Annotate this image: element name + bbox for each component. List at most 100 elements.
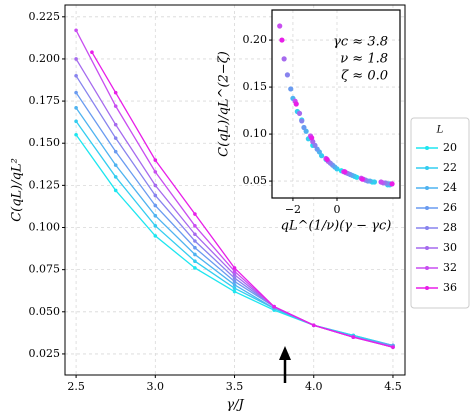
legend-marker xyxy=(425,146,429,150)
point xyxy=(113,149,118,154)
point xyxy=(74,106,78,110)
point xyxy=(309,135,315,141)
point xyxy=(299,118,305,124)
legend-label: 36 xyxy=(443,281,457,294)
point xyxy=(342,169,348,175)
point xyxy=(232,272,237,277)
point xyxy=(277,23,283,29)
annotation: γc ≈ 3.8 xyxy=(333,35,388,50)
y-tick-label: 0.125 xyxy=(29,178,61,191)
point xyxy=(113,104,118,108)
point xyxy=(153,193,158,198)
legend-marker xyxy=(425,186,429,190)
legend-marker xyxy=(425,266,429,270)
point xyxy=(193,266,197,270)
point xyxy=(312,142,318,148)
point xyxy=(314,146,320,152)
point xyxy=(113,175,118,179)
legend-label: 20 xyxy=(443,141,457,154)
legend-label: 24 xyxy=(443,181,457,194)
point xyxy=(74,119,78,124)
point xyxy=(359,176,365,182)
point xyxy=(272,304,276,309)
y-tick-label: 0.05 xyxy=(243,174,268,187)
point xyxy=(153,183,158,188)
point xyxy=(232,276,237,280)
point xyxy=(324,156,330,163)
legend-marker xyxy=(425,246,429,250)
y-tick-label: 0.200 xyxy=(29,52,61,65)
point xyxy=(74,28,78,33)
legend-label: 28 xyxy=(443,221,457,234)
point xyxy=(153,213,158,218)
point xyxy=(193,232,197,237)
y-tick-label: 0.15 xyxy=(243,80,268,93)
point xyxy=(90,50,94,54)
x-tick-label: 2.5 xyxy=(67,380,85,393)
x-axis-label: γ/J xyxy=(226,398,244,412)
legend-box xyxy=(410,117,470,309)
annotation: ζ ≈ 0.0 xyxy=(341,69,388,84)
point xyxy=(113,163,118,167)
y-tick-label: 0.075 xyxy=(29,263,61,276)
y-tick-label: 0.050 xyxy=(29,305,61,318)
point xyxy=(232,279,237,284)
point xyxy=(232,269,237,274)
point xyxy=(113,188,118,193)
point xyxy=(193,259,197,264)
point xyxy=(153,170,158,174)
point xyxy=(113,90,118,95)
point xyxy=(378,179,384,185)
point xyxy=(193,245,197,250)
x-tick-label: 4.0 xyxy=(305,380,323,393)
point xyxy=(232,289,237,294)
point xyxy=(301,124,307,131)
point xyxy=(293,101,299,107)
point xyxy=(284,72,291,78)
point xyxy=(153,203,158,208)
x-tick-label: 0 xyxy=(333,203,340,216)
point xyxy=(74,132,78,137)
point xyxy=(389,181,395,187)
point xyxy=(281,56,287,62)
legend-marker xyxy=(425,166,429,170)
point xyxy=(311,323,316,328)
point xyxy=(232,266,237,270)
point xyxy=(351,335,356,339)
y-tick-label: 0.175 xyxy=(29,94,61,107)
x-axis-label: qL^(1/ν)(γ − γc) xyxy=(281,219,392,234)
point xyxy=(74,73,78,78)
x-tick-label: −2 xyxy=(285,203,301,216)
x-tick-label: 4.5 xyxy=(384,380,402,393)
point xyxy=(193,239,197,243)
legend-marker xyxy=(425,226,429,230)
point xyxy=(74,90,78,95)
legend-label: 32 xyxy=(443,261,457,274)
legend-title: L xyxy=(436,125,444,136)
plot-layer: 2.5 3.0 3.5 4.0 4.50.0250.0500.0750.1000.125… xyxy=(10,4,470,412)
point xyxy=(153,234,158,238)
legend-label: 30 xyxy=(443,241,457,254)
point xyxy=(296,110,303,116)
y-tick-label: 0.100 xyxy=(29,221,61,234)
point xyxy=(193,224,197,228)
point xyxy=(318,153,325,159)
point xyxy=(232,283,237,287)
y-tick-label: 0.025 xyxy=(29,347,61,360)
arrow-head xyxy=(279,346,291,360)
point xyxy=(193,252,197,257)
point xyxy=(193,212,197,216)
x-tick-label: 3.0 xyxy=(147,380,165,393)
inset-frame xyxy=(271,9,401,199)
y-axis-label: C(qL)/qL^(2−ζ) xyxy=(217,51,232,157)
point xyxy=(288,86,294,92)
point xyxy=(391,345,395,349)
y-tick-label: 0.150 xyxy=(29,136,61,149)
plot-frame xyxy=(64,4,406,376)
legend-label: 22 xyxy=(443,161,457,174)
legend-marker xyxy=(425,286,429,290)
y-tick-label: 0.20 xyxy=(243,33,268,46)
point xyxy=(303,128,309,134)
point xyxy=(153,224,158,228)
